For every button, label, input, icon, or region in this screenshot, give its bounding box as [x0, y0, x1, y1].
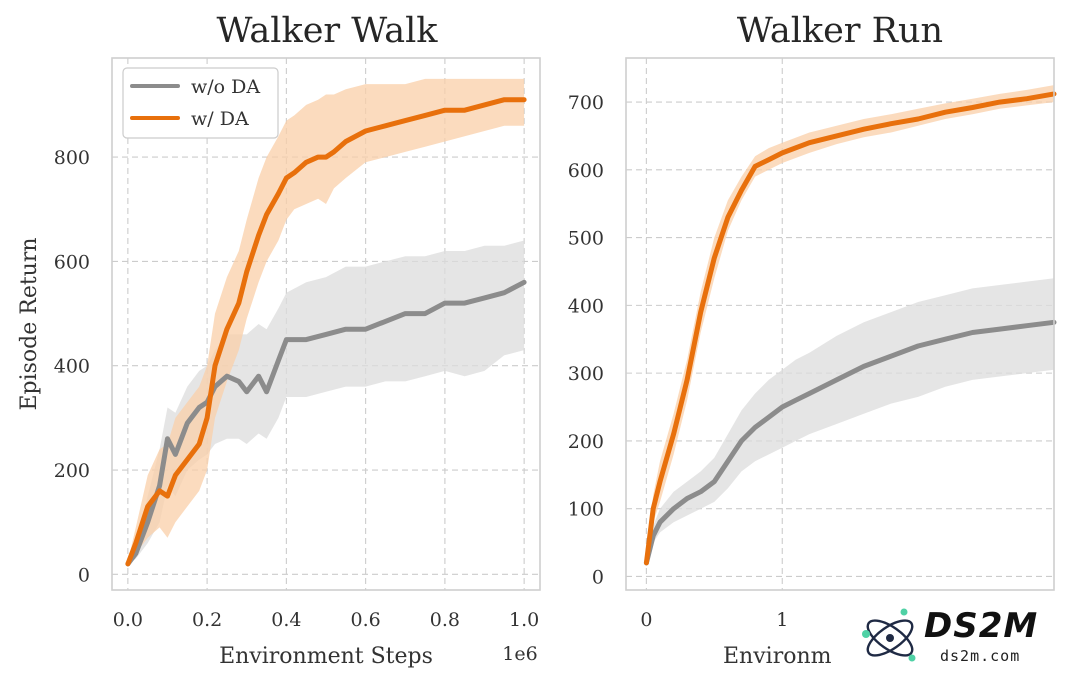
- walker-walk-band-da: [127, 78, 525, 564]
- walker-run-y-tick-label: 600: [568, 160, 604, 182]
- walker-run-axes-frame: [625, 57, 1055, 591]
- walker-run-y-tick-label: 700: [568, 92, 604, 114]
- watermark-brand: DS2M: [924, 606, 1039, 646]
- walker-run-y-tick-label: 500: [568, 228, 604, 250]
- walker-walk-x-ticks: 0.0 0.2 0.4 0.6 0.8 1.0: [113, 609, 540, 631]
- walker-run-band-no-da: [646, 278, 1054, 563]
- walker-walk-y-tick-label: 0: [78, 564, 90, 586]
- walker-walk-line-no-da: [125, 279, 527, 567]
- walker-run-x-label: Environm: [723, 644, 832, 669]
- walker-run-grid: [626, 58, 1054, 590]
- walker-run-y-tick-label: 400: [568, 295, 604, 317]
- walker-walk-y-ticks: 0 200 400 600 800: [54, 147, 90, 586]
- walker-run-lines: [643, 91, 1057, 566]
- walker-walk-y-tick-label: 200: [54, 460, 90, 482]
- atom-logo-icon: [862, 608, 916, 662]
- watermark-site: ds2m.com: [940, 647, 1021, 665]
- walker-walk-x-tick-label: 0.4: [271, 609, 301, 631]
- walker-walk-y-tick-label: 400: [54, 356, 90, 378]
- walker-run-bands: [646, 85, 1054, 563]
- legend: w/o DA w/ DA: [122, 67, 279, 139]
- walker-run-y-tick-label: 100: [568, 499, 604, 521]
- walker-run-title: Walker Run: [737, 11, 943, 51]
- walker-run-x-tick-label: 0: [640, 609, 652, 631]
- walker-walk-x-tick-label: 0.8: [430, 609, 460, 631]
- walker-walk-x-tick-label: 1.0: [509, 609, 539, 631]
- walker-run-y-ticks: 0 100 200 300 400 500 600 700: [568, 92, 604, 588]
- walker-walk-y-tick-label: 600: [54, 251, 90, 273]
- legend-label-da: w/ DA: [191, 108, 249, 130]
- walker-walk-line-da: [125, 97, 527, 567]
- walker-walk-y-tick-label: 800: [54, 147, 90, 169]
- walker-walk-axes-frame: [111, 57, 541, 591]
- walker-run-y-tick-label: 0: [592, 566, 604, 588]
- walker-walk-x-tick-label: 0.2: [192, 609, 222, 631]
- walker-walk-x-tick-label: 0.6: [351, 609, 381, 631]
- watermark: DS2M ds2m.com: [852, 604, 1074, 672]
- walker-run-y-tick-label: 200: [568, 431, 604, 453]
- walker-walk-lines: [125, 97, 527, 567]
- walker-walk-panel: Walker Walk 0.0 0.2 0.4 0.6 0.8 1.0 0 200 400 60…: [17, 11, 541, 669]
- walker-run-line-no-da: [643, 319, 1057, 566]
- walker-run-y-tick-label: 300: [568, 363, 604, 385]
- walker-run-line-da: [643, 91, 1057, 566]
- walker-walk-title: Walker Walk: [217, 11, 439, 51]
- walker-walk-band-no-da: [127, 240, 525, 564]
- legend-label-no-da: w/o DA: [191, 76, 260, 98]
- walker-walk-x-offset: 1e6: [502, 643, 537, 665]
- walker-run-x-tick-label: 1: [776, 609, 788, 631]
- walker-walk-y-label: Episode Return: [17, 237, 42, 410]
- walker-walk-x-tick-label: 0.0: [113, 609, 143, 631]
- walker-walk-bands: [127, 78, 525, 564]
- walker-walk-x-label: Environment Steps: [219, 644, 433, 669]
